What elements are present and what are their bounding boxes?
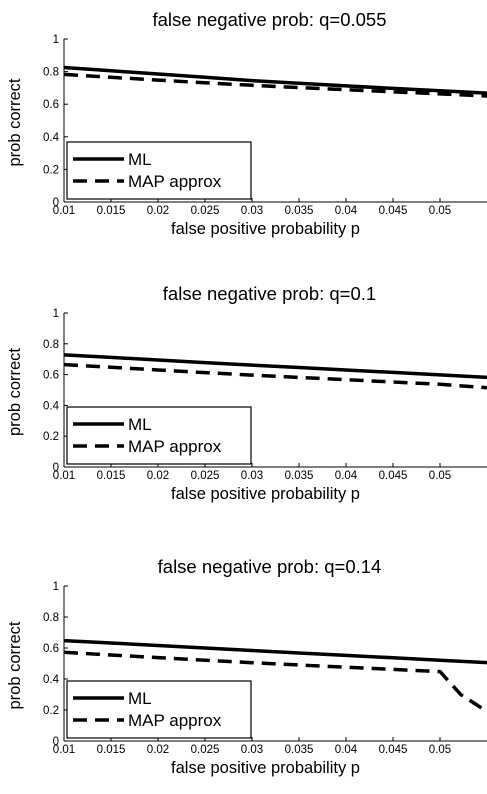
chart-title: false negative prob: q=0.055 [153, 9, 387, 30]
x-tick-label: 0.035 [285, 205, 314, 217]
y-axis-label: prob correct [6, 621, 24, 709]
legend-label: MAP approx [128, 711, 222, 730]
y-axis-label: prob correct [6, 78, 24, 166]
x-tick-label: 0.035 [285, 470, 314, 482]
x-tick-label: 0.02 [147, 470, 169, 482]
x-tick-label: 0.05 [429, 205, 451, 217]
legend: ML MAP approx [66, 141, 252, 200]
y-tick-label: 0.4 [43, 400, 60, 412]
x-tick-label: 0.05 [429, 744, 451, 756]
series-line-ml [63, 353, 487, 380]
y-tick-label: 1 [53, 308, 59, 320]
chart-panel-2: false negative prob: q=0.1 0 0.2 0.4 0.6 0.8 1… [6, 283, 487, 503]
x-tick-label: 0.03 [241, 205, 263, 217]
x-tick-label: 0.02 [147, 744, 169, 756]
legend-label: ML [128, 689, 152, 708]
x-tick-label: 0.045 [379, 205, 408, 217]
legend-label: MAP approx [128, 437, 222, 456]
x-tick-label: 0.045 [379, 470, 408, 482]
series-line-ml [63, 638, 487, 665]
chart-panel-1: false negative prob: q=0.055 0 0.2 0.4 0.6 0.… [6, 9, 487, 238]
x-axis-label: false positive probability p [171, 220, 360, 238]
x-tick-label: 0.015 [97, 205, 126, 217]
y-axis-label: prob correct [6, 348, 24, 436]
x-tick-label: 0.025 [191, 470, 220, 482]
x-axis-label: false positive probability p [171, 759, 360, 777]
legend-box [66, 141, 252, 200]
y-tick-label: 1 [53, 34, 59, 46]
x-tick-label: 0.01 [53, 744, 75, 756]
series-line-ml [63, 65, 487, 95]
y-tick-label: 0 [53, 462, 59, 474]
legend-label: ML [128, 415, 152, 434]
series-line-map-approx [63, 362, 487, 390]
legend-label: ML [128, 150, 152, 169]
y-tick-label: 0.2 [43, 164, 59, 176]
x-tick-label: 0.045 [379, 744, 408, 756]
y-tick-label: 0 [53, 736, 59, 748]
y-tick-label: 0.6 [43, 370, 59, 382]
x-tick-label: 0.01 [53, 470, 75, 482]
y-tick-label: 0.4 [43, 132, 60, 144]
x-tick-label: 0.015 [97, 744, 126, 756]
x-axis-label: false positive probability p [171, 485, 360, 503]
x-tick-label: 0.04 [335, 205, 358, 217]
x-tick-label: 0.05 [429, 470, 451, 482]
x-tick-label: 0.04 [335, 744, 358, 756]
y-tick-label: 0.8 [43, 339, 59, 351]
x-tick-label: 0.025 [191, 744, 220, 756]
x-tick-label: 0.01 [53, 205, 75, 217]
x-tick-label: 0.025 [191, 205, 220, 217]
legend-box [66, 406, 252, 465]
x-tick-label: 0.015 [97, 470, 126, 482]
series-line-map-approx [63, 650, 487, 713]
y-tick-label: 0.6 [43, 99, 59, 111]
y-tick-label: 0.6 [43, 643, 59, 655]
x-tick-label: 0.02 [147, 205, 169, 217]
chart-panel-3: false negative prob: q=0.14 0 0.2 0.4 0.6 0.8… [6, 556, 487, 777]
x-tick-label: 0.03 [241, 470, 263, 482]
y-tick-label: 0.8 [43, 67, 59, 79]
x-tick-label: 0.035 [285, 744, 314, 756]
y-tick-label: 0 [53, 197, 59, 209]
legend-box [66, 680, 252, 739]
x-tick-label: 0.03 [241, 744, 263, 756]
x-tick-label: 0.04 [335, 470, 358, 482]
legend-label: MAP approx [128, 172, 222, 191]
y-tick-label: 0.8 [43, 612, 59, 624]
y-tick-label: 0.2 [43, 431, 59, 443]
series-line-map-approx [63, 72, 487, 98]
legend: ML MAP approx [66, 406, 252, 465]
y-tick-label: 1 [53, 581, 59, 593]
y-tick-label: 0.4 [43, 674, 60, 686]
chart-title: false negative prob: q=0.14 [158, 556, 382, 577]
chart-title: false negative prob: q=0.1 [163, 283, 376, 304]
y-tick-label: 0.2 [43, 705, 59, 717]
legend: ML MAP approx [66, 680, 252, 739]
